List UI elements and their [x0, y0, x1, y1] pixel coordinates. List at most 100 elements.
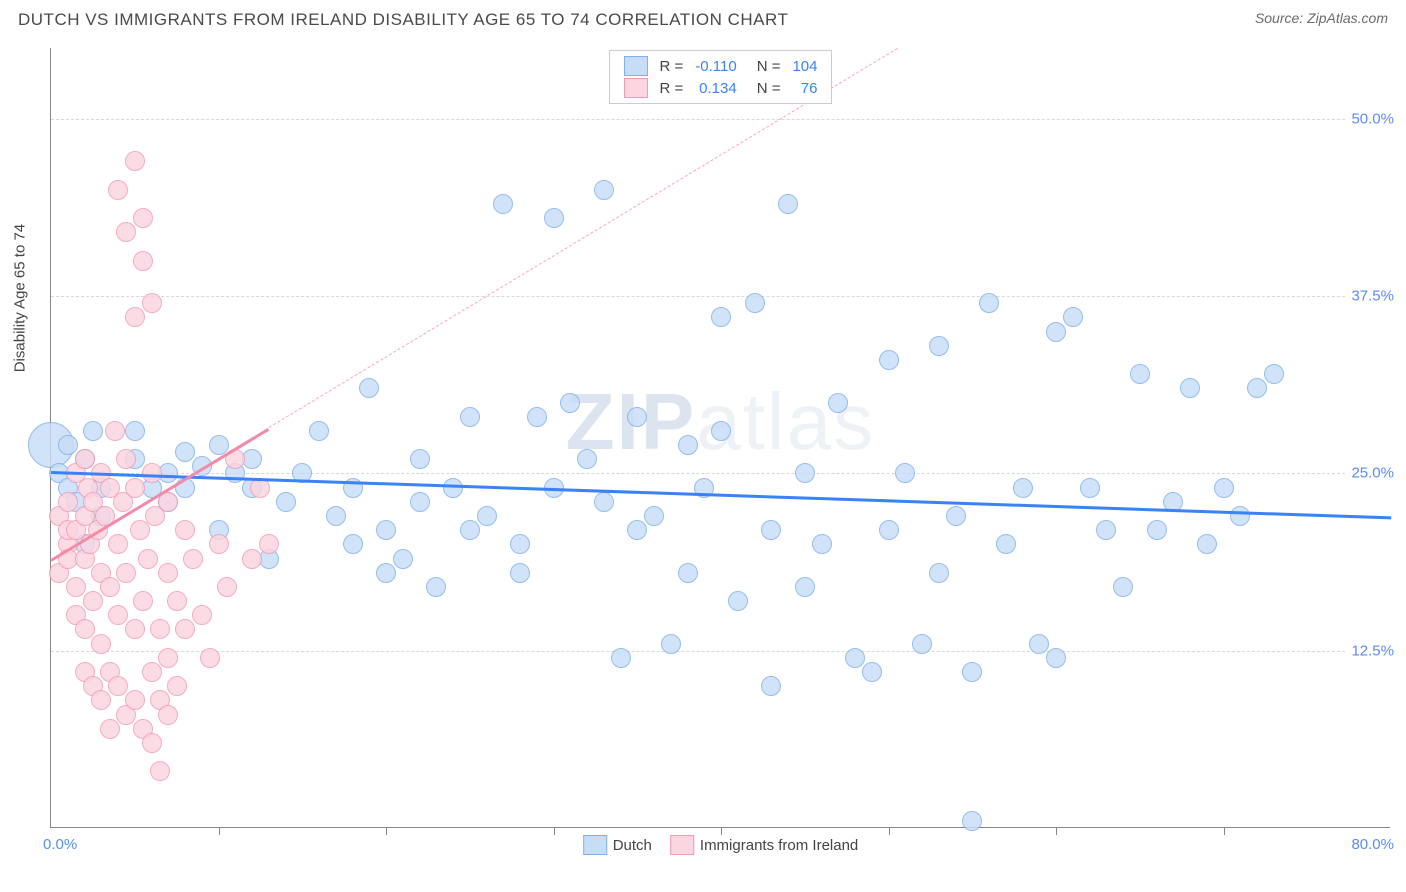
data-point [895, 463, 915, 483]
data-point [116, 222, 136, 242]
data-point [460, 520, 480, 540]
data-point [108, 180, 128, 200]
data-point [761, 676, 781, 696]
data-point [627, 520, 647, 540]
legend-item: Dutch [583, 835, 652, 855]
x-tick [1056, 827, 1057, 835]
data-point [309, 421, 329, 441]
data-point [828, 393, 848, 413]
source-label: Source: ZipAtlas.com [1255, 10, 1388, 26]
stats-legend-row: R =0.134N =76 [618, 77, 824, 99]
chart-header: DUTCH VS IMMIGRANTS FROM IRELAND DISABIL… [0, 0, 1406, 30]
data-point [66, 577, 86, 597]
data-point [544, 208, 564, 228]
data-point [711, 307, 731, 327]
data-point [83, 591, 103, 611]
y-tick-label: 25.0% [1345, 465, 1394, 482]
data-point [83, 421, 103, 441]
data-point [1197, 534, 1217, 554]
data-point [116, 563, 136, 583]
data-point [242, 549, 262, 569]
data-point [912, 634, 932, 654]
y-axis-title: Disability Age 65 to 74 [12, 224, 29, 372]
data-point [812, 534, 832, 554]
data-point [560, 393, 580, 413]
data-point [100, 719, 120, 739]
data-point [75, 619, 95, 639]
gridline [51, 296, 1390, 297]
trend-line-extrapolated [268, 48, 897, 428]
data-point [644, 506, 664, 526]
data-point [879, 520, 899, 540]
data-point [108, 605, 128, 625]
data-point [962, 662, 982, 682]
data-point [761, 520, 781, 540]
gridline [51, 473, 1390, 474]
data-point [1247, 378, 1267, 398]
x-axis-max-label: 80.0% [1351, 836, 1394, 853]
x-tick [386, 827, 387, 835]
data-point [577, 449, 597, 469]
data-point [150, 761, 170, 781]
data-point [393, 549, 413, 569]
data-point [594, 492, 614, 512]
data-point [158, 563, 178, 583]
data-point [276, 492, 296, 512]
data-point [138, 549, 158, 569]
data-point [845, 648, 865, 668]
data-point [678, 563, 698, 583]
data-point [979, 293, 999, 313]
data-point [200, 648, 220, 668]
data-point [192, 605, 212, 625]
data-point [91, 690, 111, 710]
gridline [51, 119, 1390, 120]
scatter-plot: ZIPatlas R =-0.110N =104R =0.134N =76 0.… [50, 48, 1390, 828]
data-point [627, 407, 647, 427]
data-point [795, 463, 815, 483]
data-point [1264, 364, 1284, 384]
gridline [51, 651, 1390, 652]
data-point [125, 307, 145, 327]
data-point [158, 648, 178, 668]
data-point [108, 676, 128, 696]
data-point [343, 534, 363, 554]
data-point [678, 435, 698, 455]
data-point [175, 442, 195, 462]
data-point [133, 208, 153, 228]
data-point [996, 534, 1016, 554]
data-point [326, 506, 346, 526]
data-point [1063, 307, 1083, 327]
y-tick-label: 37.5% [1345, 288, 1394, 305]
x-tick [721, 827, 722, 835]
data-point [125, 690, 145, 710]
data-point [962, 811, 982, 831]
data-point [259, 534, 279, 554]
data-point [1029, 634, 1049, 654]
data-point [100, 577, 120, 597]
data-point [1113, 577, 1133, 597]
data-point [460, 407, 480, 427]
chart-area: Disability Age 65 to 74 ZIPatlas R =-0.1… [50, 48, 1390, 828]
data-point [1046, 648, 1066, 668]
data-point [477, 506, 497, 526]
data-point [410, 492, 430, 512]
data-point [711, 421, 731, 441]
data-point [125, 151, 145, 171]
data-point [611, 648, 631, 668]
data-point [795, 577, 815, 597]
data-point [75, 449, 95, 469]
stats-legend-row: R =-0.110N =104 [618, 55, 824, 77]
x-tick [1224, 827, 1225, 835]
data-point [105, 421, 125, 441]
data-point [142, 293, 162, 313]
data-point [376, 563, 396, 583]
data-point [946, 506, 966, 526]
data-point [1214, 478, 1234, 498]
data-point [359, 378, 379, 398]
data-point [929, 336, 949, 356]
data-point [1080, 478, 1100, 498]
data-point [426, 577, 446, 597]
x-axis-min-label: 0.0% [43, 836, 77, 853]
x-tick [219, 827, 220, 835]
data-point [778, 194, 798, 214]
